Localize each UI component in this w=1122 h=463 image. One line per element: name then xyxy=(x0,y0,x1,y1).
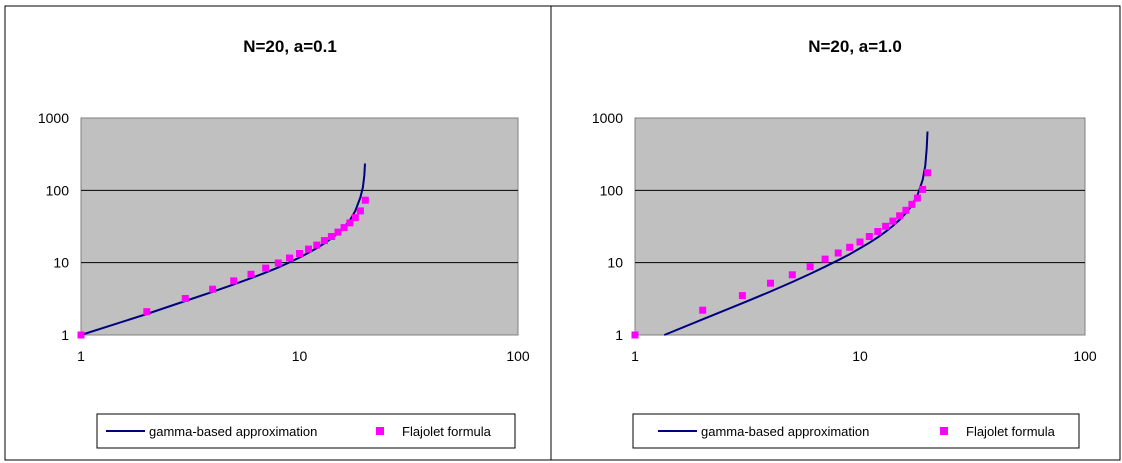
flajolet-formula-point xyxy=(143,308,151,316)
flajolet-formula-point xyxy=(274,259,282,267)
y-tick-label: 10 xyxy=(607,255,623,271)
flajolet-formula-point xyxy=(340,224,348,232)
flajolet-formula-point xyxy=(305,245,312,253)
y-tick-label: 100 xyxy=(46,182,70,198)
gamma-approximation-line xyxy=(80,163,366,336)
flajolet-formula-point xyxy=(821,255,829,263)
flajolet-formula-point xyxy=(902,206,910,214)
flajolet-formula-point xyxy=(346,219,354,227)
legend-box xyxy=(632,413,1080,449)
flajolet-formula-point xyxy=(77,331,85,339)
flajolet-formula-point xyxy=(908,200,916,208)
chart-panel-right: N=20, a=1.0 1 10 100 1000 1 10 100 gamma-base… xyxy=(550,5,1121,461)
legend-box xyxy=(96,413,516,449)
flajolet-formula-point xyxy=(856,238,864,246)
flajolet-formula-point xyxy=(320,237,328,245)
flajolet-formula-point xyxy=(313,241,321,249)
flajolet-formula-point xyxy=(230,277,238,285)
x-tick-label: 100 xyxy=(1073,348,1097,364)
plot-area xyxy=(634,117,1086,336)
y-tick-label: 1000 xyxy=(38,110,69,126)
flajolet-formula-point xyxy=(834,249,842,257)
flajolet-formula-point xyxy=(286,254,293,262)
flajolet-formula-series xyxy=(77,196,369,339)
legend-marker-swatch xyxy=(940,427,948,435)
legend-label-gamma: gamma-based approximation xyxy=(149,424,317,439)
flajolet-formula-point xyxy=(262,264,270,272)
y-tick-labels: 1 10 100 1000 xyxy=(38,110,69,343)
flajolet-formula-point xyxy=(919,185,927,193)
flajolet-formula-point xyxy=(806,263,814,271)
gridlines xyxy=(81,189,518,264)
legend-label-flajolet: Flajolet formula xyxy=(966,424,1056,439)
flajolet-formula-point xyxy=(924,169,932,177)
legend-label-flajolet: Flajolet formula xyxy=(402,424,492,439)
legend-label-gamma: gamma-based approximation xyxy=(701,424,869,439)
legend-marker-swatch xyxy=(376,427,384,435)
flajolet-formula-point xyxy=(738,292,746,300)
y-tick-label: 100 xyxy=(600,182,624,198)
flajolet-formula-point xyxy=(351,214,359,222)
flajolet-formula-point xyxy=(874,228,882,235)
flajolet-formula-point xyxy=(209,285,217,293)
flajolet-formula-point xyxy=(631,331,639,339)
y-tick-labels: 1 10 100 1000 xyxy=(592,110,623,343)
x-tick-labels: 1 10 100 xyxy=(77,348,530,364)
flajolet-formula-point xyxy=(356,207,364,215)
flajolet-formula-point xyxy=(767,279,774,287)
x-tick-label: 1 xyxy=(631,348,639,364)
flajolet-formula-point xyxy=(913,194,921,202)
flajolet-formula-point xyxy=(788,271,796,279)
flajolet-formula-point xyxy=(882,222,890,230)
flajolet-formula-point xyxy=(865,233,873,240)
y-tick-label: 10 xyxy=(53,255,69,271)
x-tick-label: 10 xyxy=(292,348,308,364)
flajolet-formula-point xyxy=(247,270,255,278)
legend: gamma-based approximation Flajolet formu… xyxy=(96,413,516,449)
x-tick-label: 10 xyxy=(852,348,868,364)
flajolet-formula-point xyxy=(699,306,707,314)
chart-title: N=20, a=1.0 xyxy=(808,37,902,56)
x-tick-label: 1 xyxy=(77,348,85,364)
y-tick-label: 1 xyxy=(615,327,623,343)
plot-area xyxy=(80,117,519,336)
flajolet-formula-point xyxy=(334,228,342,236)
flajolet-formula-point xyxy=(181,295,189,302)
flajolet-formula-point xyxy=(327,233,335,240)
flajolet-formula-point xyxy=(296,250,303,257)
flajolet-formula-series xyxy=(631,169,932,339)
x-tick-label: 100 xyxy=(506,348,530,364)
y-tick-label: 1 xyxy=(61,327,69,343)
legend: gamma-based approximation Flajolet formu… xyxy=(632,413,1080,449)
x-tick-labels: 1 10 100 xyxy=(631,348,1097,364)
flajolet-formula-point xyxy=(846,243,854,251)
gamma-approximation-series xyxy=(80,163,366,336)
flajolet-formula-point xyxy=(889,217,897,225)
y-tick-label: 1000 xyxy=(592,110,623,126)
chart-panel-left: N=20, a=0.1 1 10 100 1000 1 10 100 gamma-base… xyxy=(4,5,552,461)
chart-title: N=20, a=0.1 xyxy=(243,37,337,56)
flajolet-formula-point xyxy=(896,212,904,220)
flajolet-formula-point xyxy=(361,196,369,204)
gridlines xyxy=(635,189,1085,264)
